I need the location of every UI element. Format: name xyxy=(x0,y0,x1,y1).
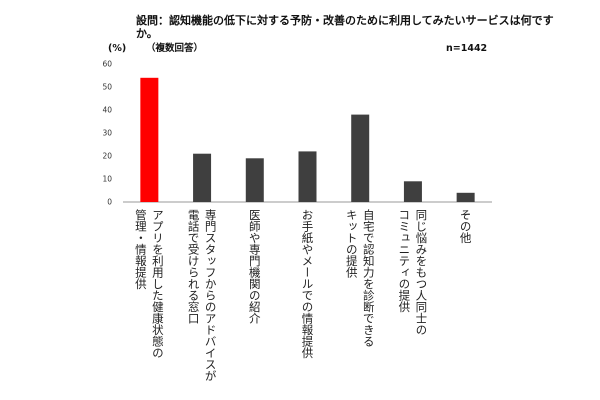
category-label: 管理・情報提供 xyxy=(134,208,148,289)
bar xyxy=(403,181,422,202)
category-label: 医師や専門機関の紹介 xyxy=(248,209,262,324)
category-label: 同じ悩みをもつ人同士の xyxy=(414,209,428,336)
category-label: コミュニティの提供 xyxy=(397,209,411,313)
chart-title-line2: か。 xyxy=(136,27,158,40)
bar xyxy=(456,192,475,202)
y-tick-label: 30 xyxy=(102,129,112,138)
y-tick-label: 40 xyxy=(102,106,112,115)
y-tick-label: 20 xyxy=(102,152,112,161)
category-label: キットの提供 xyxy=(345,209,359,278)
category-label: 専門スタッフからのアドバイスが xyxy=(204,209,218,382)
category-label: お手紙やメールでの情報提供 xyxy=(301,209,315,359)
bar xyxy=(298,151,317,202)
bar xyxy=(245,158,264,202)
chart-subtitle: （複数回答） xyxy=(146,42,203,54)
chart-title-line1: 設問：認知機能の低下に対する予防・改善のために利用してみたいサービスは何です xyxy=(136,13,554,27)
sample-size-label: n=1442 xyxy=(446,43,487,54)
y-tick-label: 50 xyxy=(102,83,112,92)
bar xyxy=(140,77,159,202)
category-label: 電話で受けられる窓口 xyxy=(187,209,201,324)
axes: 0 10 20 30 40 50 60 xyxy=(102,60,492,207)
category-label: その他 xyxy=(459,209,473,244)
bar xyxy=(193,153,212,202)
category-label: 自宅で認知力を診断できる xyxy=(362,209,376,347)
bars-group xyxy=(140,77,475,202)
y-tick-label: 10 xyxy=(102,175,112,184)
category-label: アプリを利用した健康状態の xyxy=(151,209,165,359)
y-axis-unit: (%) xyxy=(108,43,126,54)
y-tick-label: 60 xyxy=(102,60,112,69)
y-tick-label: 0 xyxy=(107,198,112,207)
bar xyxy=(351,114,370,202)
